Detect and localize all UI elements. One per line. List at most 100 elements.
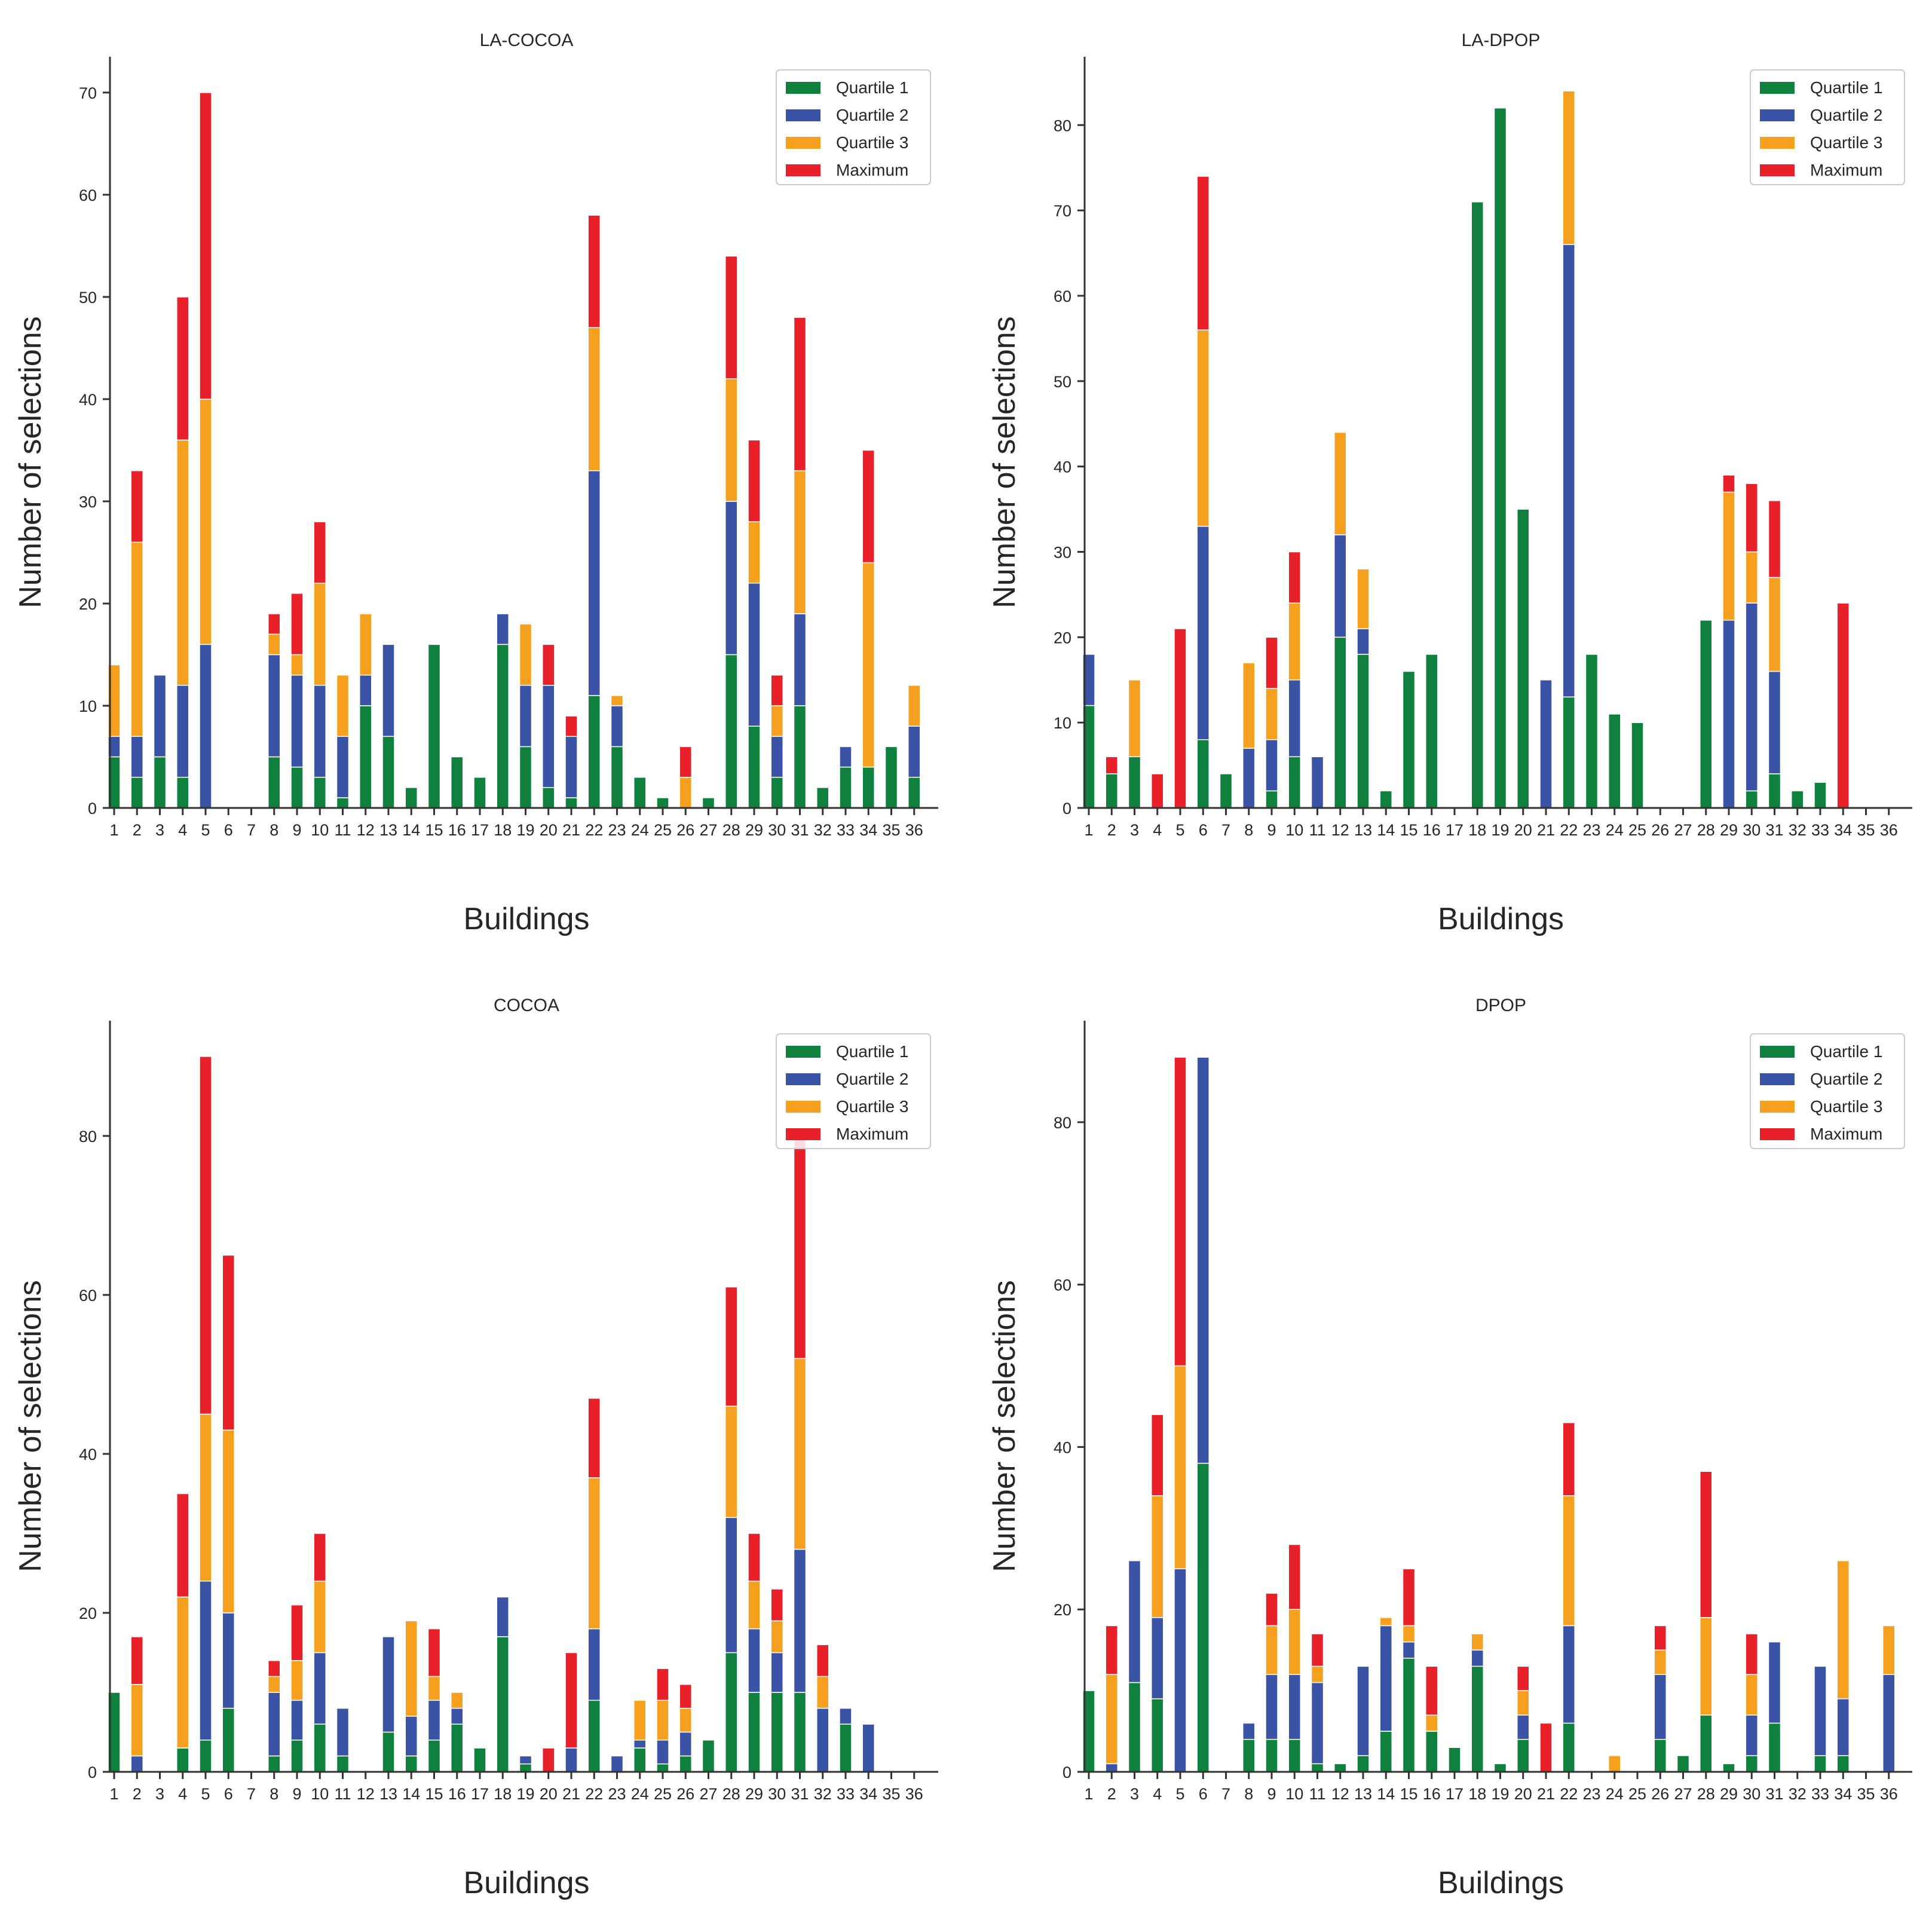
bar-quartile-2-building-12 [359,674,372,706]
legend-label: Maximum [1810,1125,1882,1143]
bar-quartile-2-building-13 [382,644,395,737]
bar-quartile-3-building-22 [1562,90,1575,246]
y-tick-label: 20 [1054,629,1071,647]
bar-quartile-2-building-10 [1288,679,1301,758]
bar-quartile-1-building-6 [1196,739,1210,809]
bar-maximum-building-30 [1745,1633,1758,1675]
x-tick-label: 22 [585,1785,603,1803]
bar-quartile-1-building-27 [702,1740,715,1772]
legend: Quartile 1 Quartile 2 Quartile 3 Maximum [776,69,931,185]
bar-quartile-2-building-15 [1402,1641,1416,1659]
bar-quartile-1-building-19 [519,746,532,809]
bar-quartile-1-building-8 [1242,1738,1256,1772]
x-tick-label: 28 [722,821,740,839]
bar-quartile-1-building-14 [405,787,418,809]
bar-quartile-1-building-28 [725,1652,738,1772]
bar-maximum-building-8 [268,613,281,635]
y-tick-label: 80 [79,1128,97,1146]
x-tick-label: 2 [1107,1785,1116,1803]
legend-swatch-maximum [786,1128,820,1140]
legend-swatch-maximum [1760,1128,1795,1140]
bar-maximum-building-5 [199,1056,212,1415]
x-axis-label: Buildings [463,1866,589,1900]
bar-quartile-1-building-11 [336,797,350,809]
x-tick-label: 7 [247,1785,256,1803]
x-tick-label: 36 [905,1785,923,1803]
bar-quartile-3-building-31 [793,1358,807,1550]
x-tick-label: 8 [1244,1785,1253,1803]
bar-quartile-1-building-6 [222,1707,235,1772]
bar-quartile-3-building-26 [679,1707,692,1733]
bar-quartile-1-building-10 [1288,1738,1301,1772]
bar-maximum-building-6 [222,1254,235,1431]
bar-quartile-1-building-13 [382,1731,395,1772]
x-tick-label: 29 [745,1785,763,1803]
x-tick-label: 22 [1560,821,1578,839]
y-tick-label: 10 [1054,714,1071,732]
bar-quartile-1-building-22 [1562,1722,1575,1772]
bar-quartile-1-building-2 [1105,773,1118,809]
bar-quartile-2-building-16 [451,1707,464,1725]
bar-quartile-2-building-3 [153,674,167,758]
bar-quartile-2-building-33 [839,746,852,768]
bar-maximum-building-10 [313,521,326,584]
bar-quartile-3-building-29 [748,1581,761,1630]
bar-quartile-1-building-6 [1196,1462,1210,1772]
bar-maximum-building-10 [1288,1544,1301,1610]
bar-quartile-3-building-26 [679,776,692,809]
y-tick-label: 40 [1054,458,1071,476]
x-tick-label: 22 [585,821,603,839]
bar-quartile-3-building-9 [290,654,304,676]
bar-quartile-2-building-8 [268,1692,281,1757]
bar-quartile-1-building-14 [1379,1731,1392,1772]
bar-quartile-1-building-29 [748,1692,761,1772]
x-tick-label: 4 [1153,1785,1162,1803]
bar-quartile-3-building-30 [1745,551,1758,604]
bar-quartile-1-building-18 [1471,1665,1484,1772]
bar-quartile-2-building-5 [1174,1568,1187,1772]
legend: Quartile 1 Quartile 2 Quartile 3 Maximum [776,1033,931,1149]
bar-maximum-building-15 [427,1628,441,1677]
bar-maximum-building-30 [770,674,783,706]
bar-maximum-building-5 [199,92,212,400]
bar-quartile-1-building-15 [427,1740,441,1772]
x-tick-label: 4 [178,821,187,839]
bar-quartile-1-building-17 [473,776,486,809]
x-tick-label: 1 [1084,1785,1093,1803]
x-tick-label: 9 [1267,1785,1276,1803]
x-tick-label: 20 [1514,821,1532,839]
bar-quartile-1-building-23 [610,746,624,809]
x-tick-label: 9 [292,821,301,839]
bar-maximum-building-29 [748,1533,761,1582]
bar-maximum-building-32 [816,1644,829,1677]
legend-box [776,69,931,185]
bar-quartile-2-building-6 [1196,1057,1210,1464]
bar-quartile-3-building-3 [1128,679,1141,758]
y-tick-label: 40 [1054,1438,1071,1456]
bar-quartile-3-building-20 [1517,1690,1530,1716]
x-tick-label: 25 [654,1785,672,1803]
bar-quartile-2-building-34 [862,1723,875,1772]
bar-maximum-building-22 [587,215,601,328]
x-tick-label: 11 [1309,821,1325,839]
x-tick-label: 13 [379,821,397,839]
bar-quartile-3-building-30 [770,705,783,737]
bar-quartile-3-building-8 [268,1676,281,1693]
bar-quartile-1-building-34 [862,766,875,809]
x-tick-label: 19 [1491,821,1509,839]
legend-swatch-quartile-3 [786,1101,820,1113]
bar-maximum-building-9 [1265,1593,1278,1627]
bar-quartile-1-building-15 [1402,1658,1416,1772]
bar-quartile-1-building-27 [702,797,715,809]
bar-quartile-2-building-5 [199,1581,212,1741]
bar-quartile-1-building-31 [1768,1722,1781,1772]
legend-swatch-quartile-2 [1760,109,1795,121]
bar-quartile-3-building-14 [1379,1617,1392,1627]
bar-quartile-3-building-2 [130,1683,143,1757]
x-tick-label: 32 [1789,821,1807,839]
bar-quartile-3-building-24 [633,1700,647,1741]
bar-maximum-building-28 [1700,1471,1713,1618]
bar-maximum-building-2 [1105,756,1118,774]
bar-quartile-2-building-18 [496,613,509,645]
